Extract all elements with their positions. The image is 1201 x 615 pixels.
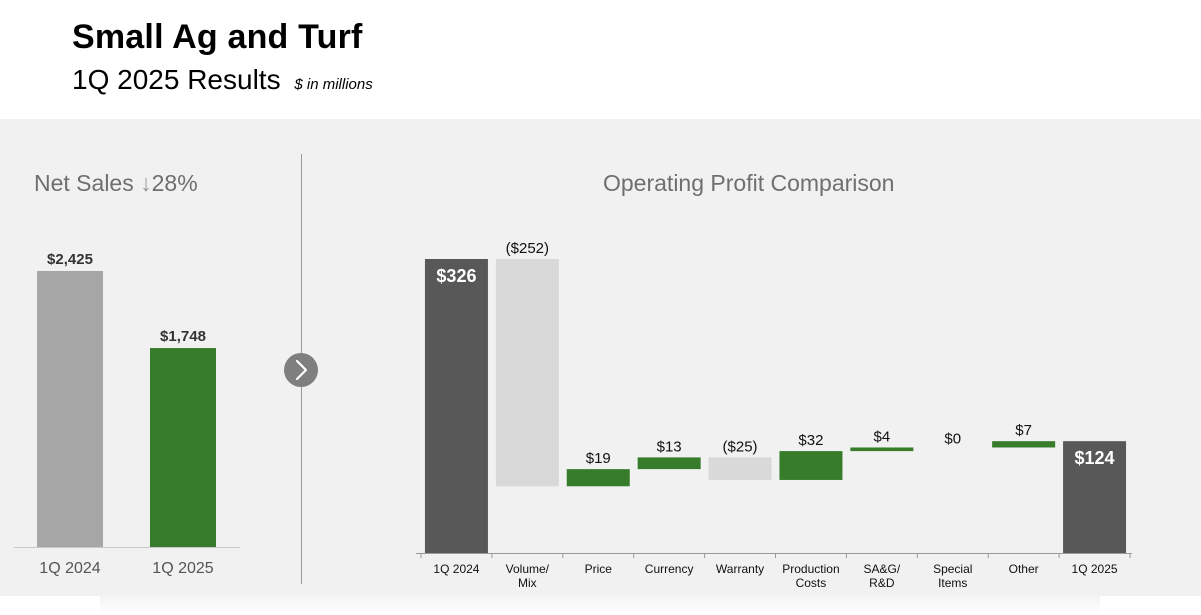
op-tick-label-sa-g-r-d: SA&G/R&D (864, 562, 901, 590)
net-sales-tick-label-1q-2024: 1Q 2024 (39, 560, 100, 577)
op-bar-other (992, 441, 1056, 448)
op-data-label-special-items: $0 (944, 430, 961, 447)
op-data-label-production-costs: $32 (798, 432, 823, 449)
op-data-label-1q-2025: $124 (1075, 448, 1115, 468)
chevron-right-button[interactable] (284, 353, 318, 387)
net-sales-data-label-1q-2025: $1,748 (160, 328, 206, 345)
op-bar-price (566, 469, 630, 487)
op-tick-label-production-costs: Production Costs (782, 562, 839, 590)
subtitle-text: 1Q 2025 Results (72, 64, 281, 95)
net-sales-data-label-1q-2024: $2,425 (47, 251, 93, 268)
bottom-shadow (100, 596, 1100, 615)
operating-profit-title: Operating Profit Comparison (603, 170, 895, 196)
net-sales-bar-1q-2024 (37, 271, 103, 547)
op-bar-production-costs (779, 451, 843, 480)
op-data-label-sa-g-r-d: $4 (874, 428, 891, 445)
operating-profit-chart: $326 1Q 2024 ($252) Volume/Mix $19 Price $13 Cu… (416, 240, 1132, 590)
op-data-label-1q-2024: $326 (436, 266, 476, 286)
op-data-label-currency: $13 (657, 438, 682, 455)
op-tick-label-other: Other (1009, 562, 1039, 576)
net-sales-change: 28% (151, 170, 198, 196)
page-subtitle: 1Q 2025 Results $ in millions (72, 64, 373, 96)
op-data-label-price: $19 (586, 450, 611, 467)
down-arrow-icon: ↓ (140, 170, 152, 196)
op-tick-label-special-items: Special Items (933, 562, 972, 590)
op-data-label-warranty: ($25) (723, 438, 758, 455)
op-bar-volume-mix (495, 259, 559, 487)
page-title: Small Ag and Turf (72, 18, 363, 56)
op-tick-label-price: Price (585, 562, 613, 576)
op-bar-currency (637, 457, 701, 470)
op-data-label-volume-mix: ($252) (506, 240, 549, 257)
net-sales-title-text: Net Sales (34, 170, 134, 196)
op-tick-label-currency: Currency (645, 562, 694, 576)
op-tick-label-warranty: Warranty (716, 562, 764, 576)
net-sales-bar-1q-2025 (150, 348, 216, 547)
chevron-right-icon (295, 359, 308, 381)
net-sales-title: Net Sales ↓28% (34, 170, 198, 197)
op-tick-label-volume-mix: Volume/Mix (506, 562, 550, 590)
op-tick-label-1q-2024: 1Q 2024 (433, 562, 479, 576)
units-note: $ in millions (294, 76, 373, 93)
op-bar-1q-2024 (424, 259, 488, 553)
net-sales-tick-label-1q-2025: 1Q 2025 (152, 560, 213, 577)
op-bar-warranty (708, 457, 772, 480)
op-bar-1q-2025 (1063, 441, 1127, 553)
op-bar-sa-g-r-d (850, 447, 914, 452)
net-sales-chart: $2,425 1Q 2024 $1,748 1Q 2025 (14, 251, 240, 577)
op-data-label-other: $7 (1015, 422, 1032, 439)
op-tick-label-1q-2025: 1Q 2025 (1072, 562, 1118, 576)
